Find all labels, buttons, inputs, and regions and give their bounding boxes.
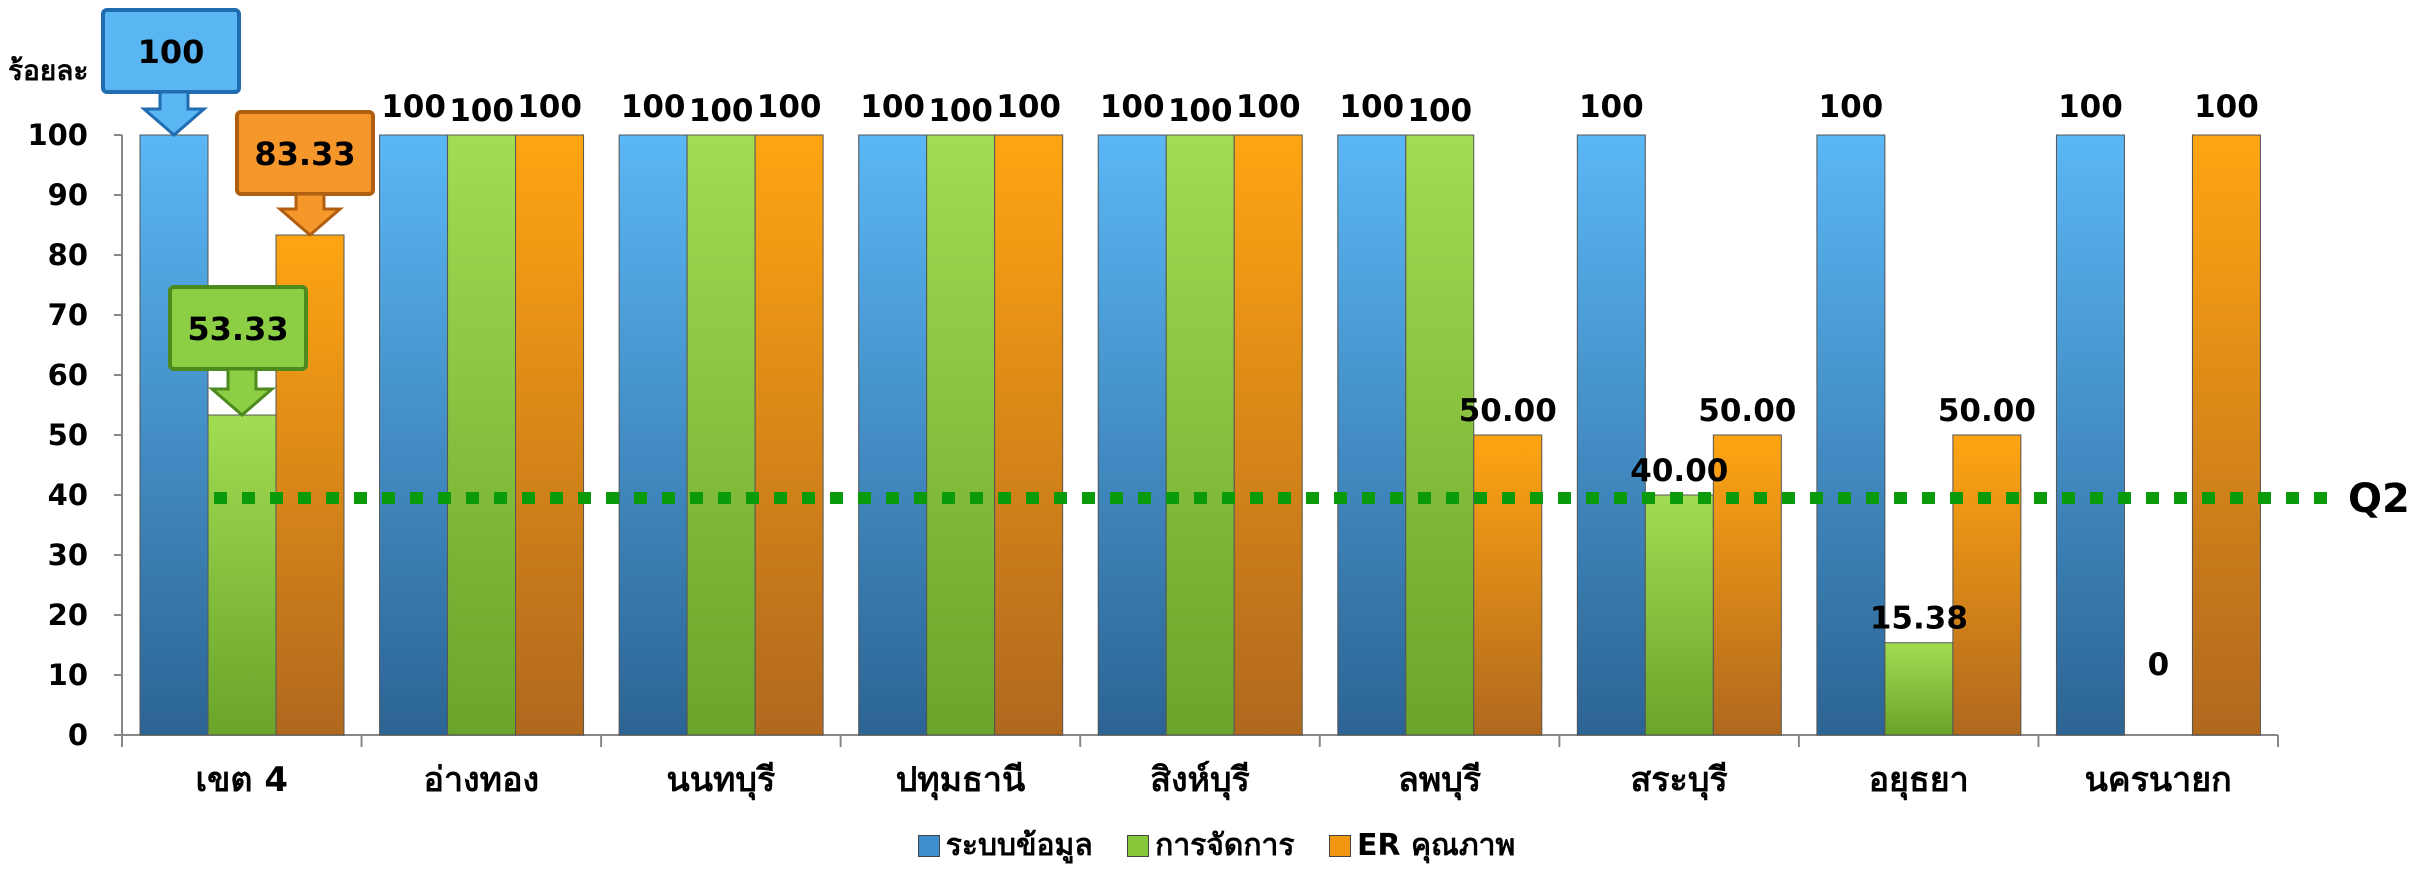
data-label: 100 bbox=[517, 89, 582, 125]
data-label: 100 bbox=[860, 89, 925, 125]
bar bbox=[858, 134, 928, 736]
y-tick-label: 60 bbox=[48, 358, 88, 392]
callout-arrow bbox=[207, 367, 277, 418]
data-label: 100 bbox=[1168, 93, 1233, 129]
data-label: 100 bbox=[381, 89, 446, 125]
reference-line-label: Q2 bbox=[2348, 476, 2410, 522]
y-tick-label: 40 bbox=[48, 478, 88, 512]
x-tick-label: สระบุรี bbox=[1631, 760, 1729, 801]
data-label: 100 bbox=[1236, 89, 1301, 125]
x-tick-label: เขต 4 bbox=[196, 760, 288, 800]
x-tick-label: อยุธยา bbox=[1869, 760, 1969, 801]
bar bbox=[686, 134, 756, 736]
callout-arrow bbox=[139, 90, 209, 137]
bar bbox=[515, 134, 585, 736]
legend-swatch bbox=[1127, 834, 1150, 857]
y-axis-label: ร้อยละ bbox=[8, 54, 88, 87]
bar bbox=[139, 134, 209, 736]
bar bbox=[926, 134, 996, 736]
data-label: 100 bbox=[689, 93, 754, 129]
bar bbox=[1712, 434, 1782, 736]
x-tick-label: ปทุมธานี bbox=[896, 760, 1026, 801]
bar bbox=[447, 134, 517, 736]
data-label: 100 bbox=[1407, 93, 1472, 129]
x-tick-label: อ่างทอง bbox=[424, 760, 540, 800]
bar bbox=[1165, 134, 1235, 736]
bar bbox=[1405, 134, 1475, 736]
bar bbox=[1337, 134, 1407, 736]
data-label: 0 bbox=[2148, 647, 2170, 683]
data-label: 15.38 bbox=[1870, 601, 1968, 637]
y-tick-label: 30 bbox=[48, 538, 88, 572]
y-tick-label: 70 bbox=[48, 298, 88, 332]
y-tick-label: 10 bbox=[48, 658, 88, 692]
legend-label: ระบบข้อมูล bbox=[945, 828, 1093, 863]
y-tick-label: 0 bbox=[68, 718, 88, 752]
bar bbox=[1644, 494, 1714, 736]
data-label: 50.00 bbox=[1938, 393, 2036, 429]
callout-label: 100 bbox=[138, 33, 205, 71]
data-label: 100 bbox=[1100, 89, 1165, 125]
y-tick-label: 20 bbox=[48, 598, 88, 632]
x-tick-label: สิงห์บุรี bbox=[1150, 760, 1250, 801]
data-label: 100 bbox=[996, 89, 1061, 125]
data-label: 100 bbox=[621, 89, 686, 125]
bar bbox=[207, 414, 277, 736]
legend-item-er-quality: ER คุณภาพ bbox=[1328, 822, 1516, 869]
data-label: 40.00 bbox=[1630, 453, 1728, 489]
x-tick-label: นครนายก bbox=[2085, 760, 2232, 800]
bar bbox=[618, 134, 688, 736]
bar bbox=[2191, 134, 2261, 736]
bar bbox=[1884, 642, 1954, 736]
legend: ระบบข้อมูล การจัดการ ER คุณภาพ bbox=[0, 822, 2433, 869]
legend-label: การจัดการ bbox=[1155, 828, 1295, 863]
data-label: 100 bbox=[2058, 89, 2123, 125]
legend-label: ER คุณภาพ bbox=[1356, 828, 1516, 863]
legend-item-system: ระบบข้อมูล bbox=[917, 822, 1093, 869]
bar bbox=[1097, 134, 1167, 736]
data-label: 100 bbox=[1579, 89, 1644, 125]
callout-arrow bbox=[275, 192, 345, 238]
bar bbox=[1576, 134, 1646, 736]
y-tick-label: 90 bbox=[48, 178, 88, 212]
data-label: 50.00 bbox=[1459, 393, 1557, 429]
legend-swatch bbox=[1328, 834, 1351, 857]
data-label: 100 bbox=[2194, 89, 2259, 125]
callout-label: 53.33 bbox=[187, 310, 288, 348]
data-label: 100 bbox=[449, 93, 514, 129]
y-tick-label: 80 bbox=[48, 238, 88, 272]
bar bbox=[1952, 434, 2022, 736]
x-tick-label: นนทบุรี bbox=[667, 760, 776, 801]
bar bbox=[379, 134, 449, 736]
x-tick-label: ลพบุรี bbox=[1398, 760, 1482, 801]
bar bbox=[754, 134, 824, 736]
bar bbox=[2055, 134, 2125, 736]
bar bbox=[1233, 134, 1303, 736]
data-label: 100 bbox=[1819, 89, 1884, 125]
callout-label: 83.33 bbox=[254, 135, 355, 173]
legend-swatch bbox=[917, 834, 940, 857]
data-label: 50.00 bbox=[1698, 393, 1796, 429]
data-label: 100 bbox=[928, 93, 993, 129]
bar bbox=[994, 134, 1064, 736]
bar bbox=[1816, 134, 1886, 736]
legend-item-management: การจัดการ bbox=[1127, 822, 1294, 869]
y-tick-label: 50 bbox=[48, 418, 88, 452]
data-label: 100 bbox=[1339, 89, 1404, 125]
bar bbox=[1473, 434, 1543, 736]
data-label: 100 bbox=[757, 89, 822, 125]
y-tick-label: 100 bbox=[27, 118, 88, 152]
